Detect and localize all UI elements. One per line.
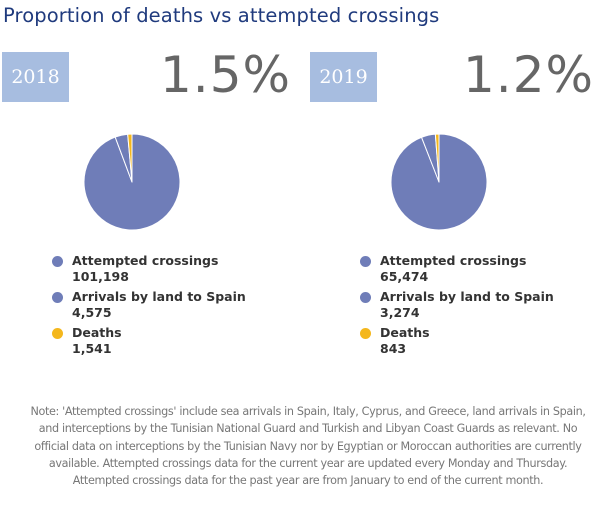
legend-item-attempted: Attempted crossings 101,198	[50, 252, 246, 286]
legend-dot-icon	[52, 328, 63, 339]
legend-label: Attempted crossings	[72, 253, 219, 268]
legend-label: Arrivals by land to Spain	[72, 289, 246, 304]
legend-item-deaths: Deaths 1,541	[50, 324, 246, 358]
pie-slice-attempted-crossings	[83, 133, 181, 231]
year-badge: 2018	[2, 52, 69, 102]
legend-dot-icon	[52, 292, 63, 303]
legend: Attempted crossings 65,474 Arrivals by l…	[358, 252, 554, 360]
footnote: Note: 'Attempted crossings' include sea …	[30, 405, 586, 488]
death-percentage: 1.5%	[160, 46, 292, 104]
legend-value: 65,474	[380, 269, 429, 284]
pie-slice-deaths	[127, 133, 133, 183]
year-badge: 2019	[310, 52, 377, 102]
pie-chart-2019	[390, 133, 488, 231]
legend-item-attempted: Attempted crossings 65,474	[358, 252, 554, 286]
legend-label: Arrivals by land to Spain	[380, 289, 554, 304]
legend-value: 1,541	[72, 341, 112, 356]
legend-item-deaths: Deaths 843	[358, 324, 554, 358]
legend: Attempted crossings 101,198 Arrivals by …	[50, 252, 246, 360]
legend-item-arrivals: Arrivals by land to Spain 3,274	[358, 288, 554, 322]
legend-value: 101,198	[72, 269, 129, 284]
legend-dot-icon	[360, 256, 371, 267]
legend-dot-icon	[360, 292, 371, 303]
legend-label: Deaths	[72, 325, 122, 340]
legend-dot-icon	[52, 256, 63, 267]
death-percentage: 1.2%	[463, 46, 595, 104]
legend-value: 3,274	[380, 305, 420, 320]
pie-chart-2018	[83, 133, 181, 231]
legend-item-arrivals: Arrivals by land to Spain 4,575	[50, 288, 246, 322]
pie-slice-attempted-crossings	[390, 133, 488, 231]
legend-value: 843	[380, 341, 407, 356]
legend-value: 4,575	[72, 305, 112, 320]
legend-dot-icon	[360, 328, 371, 339]
legend-label: Attempted crossings	[380, 253, 527, 268]
panel-2018: 2018 1.5% Attempted crossings 101,198 Ar…	[0, 46, 300, 382]
panel-2019: 2019 1.2% Attempted crossings 65,474 Arr…	[308, 46, 608, 382]
chart-title: Proportion of deaths vs attempted crossi…	[3, 4, 440, 27]
pie-slice-deaths	[434, 133, 440, 183]
legend-label: Deaths	[380, 325, 430, 340]
